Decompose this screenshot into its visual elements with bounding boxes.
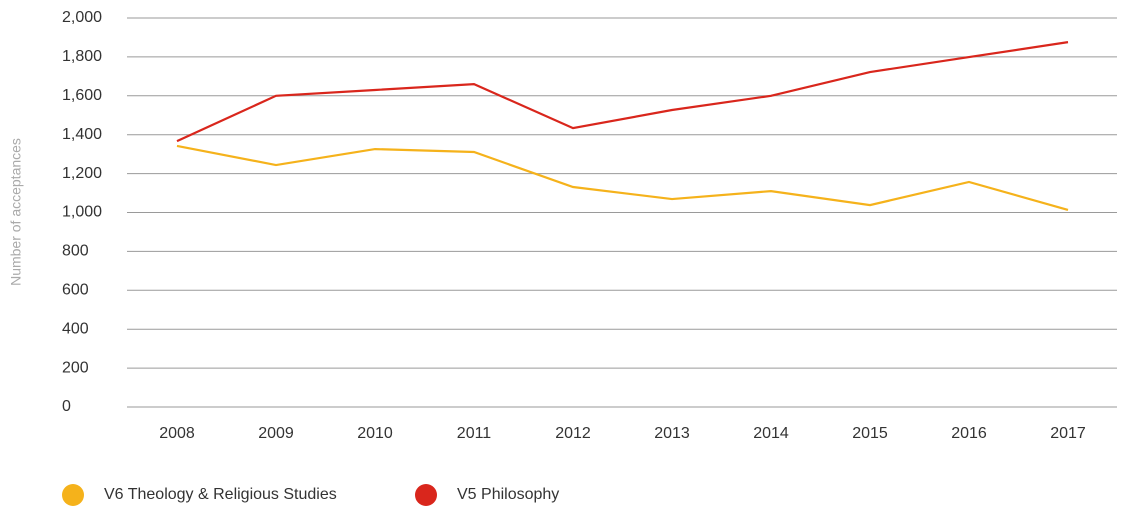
x-tick-label: 2013 xyxy=(654,425,690,442)
x-tick-label: 2010 xyxy=(357,425,393,442)
x-tick-label: 2011 xyxy=(457,425,492,442)
x-tick-label: 2016 xyxy=(951,425,987,442)
y-tick-label: 200 xyxy=(62,359,89,376)
x-tick-label: 2015 xyxy=(852,425,888,442)
y-tick-label: 800 xyxy=(62,243,89,260)
y-tick-label: 1,400 xyxy=(62,126,102,143)
legend-label: V5 Philosophy xyxy=(457,486,559,503)
x-tick-label: 2017 xyxy=(1050,425,1086,442)
y-tick-label: 1,600 xyxy=(62,87,102,104)
series-line xyxy=(176,144,1069,212)
y-tick-label: 400 xyxy=(62,320,89,337)
y-tick-label: 600 xyxy=(62,282,89,299)
x-tick-label: 2014 xyxy=(753,425,789,442)
x-tick-label: 2012 xyxy=(555,425,591,442)
y-axis-label: Number of acceptances xyxy=(8,138,24,286)
y-tick-label: 2,000 xyxy=(62,9,102,26)
legend-swatch xyxy=(415,484,437,506)
y-tick-label: 1,200 xyxy=(62,165,102,182)
series-line xyxy=(176,41,1069,143)
y-tick-label: 0 xyxy=(62,398,71,415)
legend-label: V6 Theology & Religious Studies xyxy=(104,486,337,503)
legend-swatch xyxy=(62,484,84,506)
y-tick-label: 1,800 xyxy=(62,48,102,65)
y-tick-label: 1,000 xyxy=(62,204,102,221)
x-tick-label: 2008 xyxy=(159,425,195,442)
x-tick-label: 2009 xyxy=(258,425,294,442)
